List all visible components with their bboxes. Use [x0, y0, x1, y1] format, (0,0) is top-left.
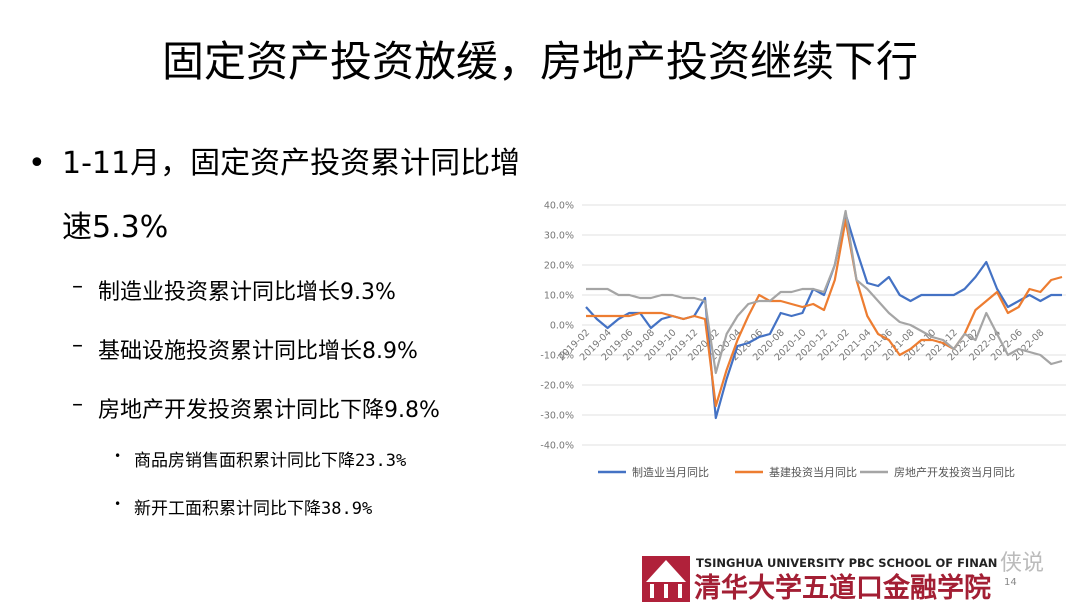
- y-tick-label: 40.0%: [544, 201, 574, 212]
- series-line: [586, 218, 1063, 408]
- page-number: 14: [1004, 577, 1017, 588]
- watermark: 侠说: [1000, 551, 1044, 576]
- y-tick-label: -30.0%: [540, 411, 574, 422]
- slide-title: 固定资产投资放缓，房地产投资继续下行: [161, 37, 918, 86]
- main-bullet: 1-11月，固定资产投资累计同比增速5.3%: [28, 132, 532, 260]
- y-tick-label: 30.0%: [544, 231, 574, 242]
- sub-sub-bullet: 商品房销售面积累计同比下降23.3%: [114, 446, 406, 471]
- y-tick-label: -40.0%: [540, 441, 574, 452]
- sub-sub-bullet: 新开工面积累计同比下降38.9%: [114, 494, 372, 519]
- y-tick-label: 20.0%: [544, 261, 574, 272]
- y-tick-label: 10.0%: [544, 291, 574, 302]
- legend-label: 制造业当月同比: [632, 465, 709, 479]
- series-line: [585, 212, 1062, 420]
- y-tick-label: 0.0%: [550, 321, 574, 332]
- legend-label: 房地产开发投资当月同比: [894, 465, 1015, 479]
- school-cn: 清华大学五道口金融学院: [694, 572, 991, 604]
- y-tick-label: -20.0%: [540, 381, 574, 392]
- y-tick-label: -10.0%: [540, 351, 574, 362]
- sub-bullet: 制造业投资累计同比增长9.3%: [72, 274, 396, 306]
- school-en: TSINGHUA UNIVERSITY PBC SCHOOL OF FINAN: [696, 556, 997, 570]
- legend-label: 基建投资当月同比: [769, 465, 857, 479]
- school-logo: [642, 556, 690, 602]
- sub-bullet: 房地产开发投资累计同比下降9.8%: [72, 392, 440, 424]
- series-line: [586, 209, 1063, 375]
- sub-bullet: 基础设施投资累计同比增长8.9%: [72, 333, 418, 365]
